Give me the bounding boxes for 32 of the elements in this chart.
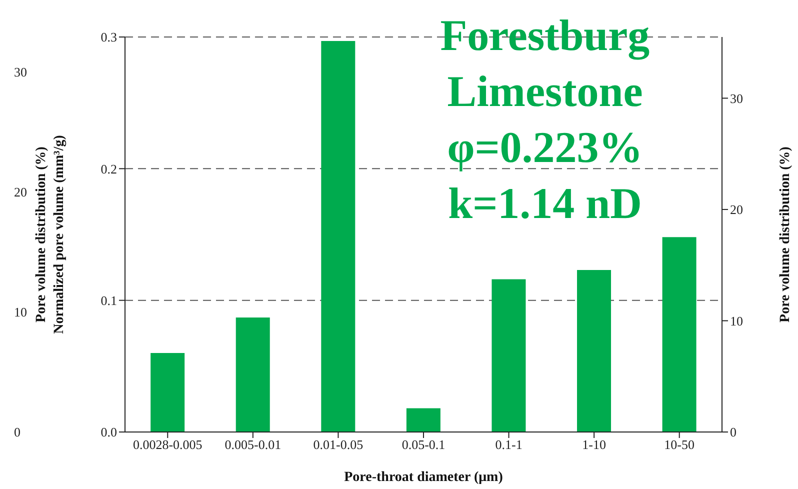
x-tick-label: 0.005-0.01 — [224, 437, 282, 452]
x-axis-title: Pore-throat diameter (μm) — [344, 470, 504, 485]
y-tick-label: 0.1 — [100, 292, 117, 308]
bar — [321, 40, 356, 432]
x-tick-label: 0.05-0.1 — [402, 437, 446, 452]
y-tick-label: 0.3 — [100, 30, 117, 45]
bar — [492, 279, 526, 432]
y3-tick-label: 10 — [14, 304, 27, 320]
y3-tick-label: 20 — [14, 184, 27, 200]
y3-axis-title: Pore volume distribution (%) — [34, 146, 49, 322]
annotation: φ=0.223% — [446, 122, 644, 174]
bar — [150, 353, 185, 432]
annotation: k=1.14 nD — [447, 178, 643, 230]
x-tick-label: 0.01-0.05 — [313, 437, 364, 452]
y2-tick-label: 0 — [730, 424, 736, 440]
x-tick-label: 0.0028-0.005 — [132, 437, 202, 452]
bar — [406, 408, 440, 432]
bar — [662, 237, 696, 432]
y-tick-label: 0.0 — [100, 424, 117, 440]
x-tick-label: 10-50 — [664, 437, 695, 452]
y2-tick-label: 10 — [730, 313, 743, 328]
x-tick-label: 1-10 — [582, 437, 606, 452]
y-axis-title: Normalized pore volume (mm³/g) — [52, 134, 67, 334]
y-tick-label: 0.2 — [100, 161, 117, 176]
bar — [236, 317, 270, 432]
y2-tick-label: 20 — [730, 202, 743, 218]
y3-tick-label: 30 — [14, 64, 27, 80]
x-tick-label: 0.1-1 — [495, 437, 522, 452]
y2-tick-label: 30 — [730, 90, 743, 106]
bar — [577, 270, 612, 432]
y3-tick-label: 0 — [14, 424, 20, 440]
y2-axis-title: Pore volume distribution (%) — [778, 146, 793, 322]
